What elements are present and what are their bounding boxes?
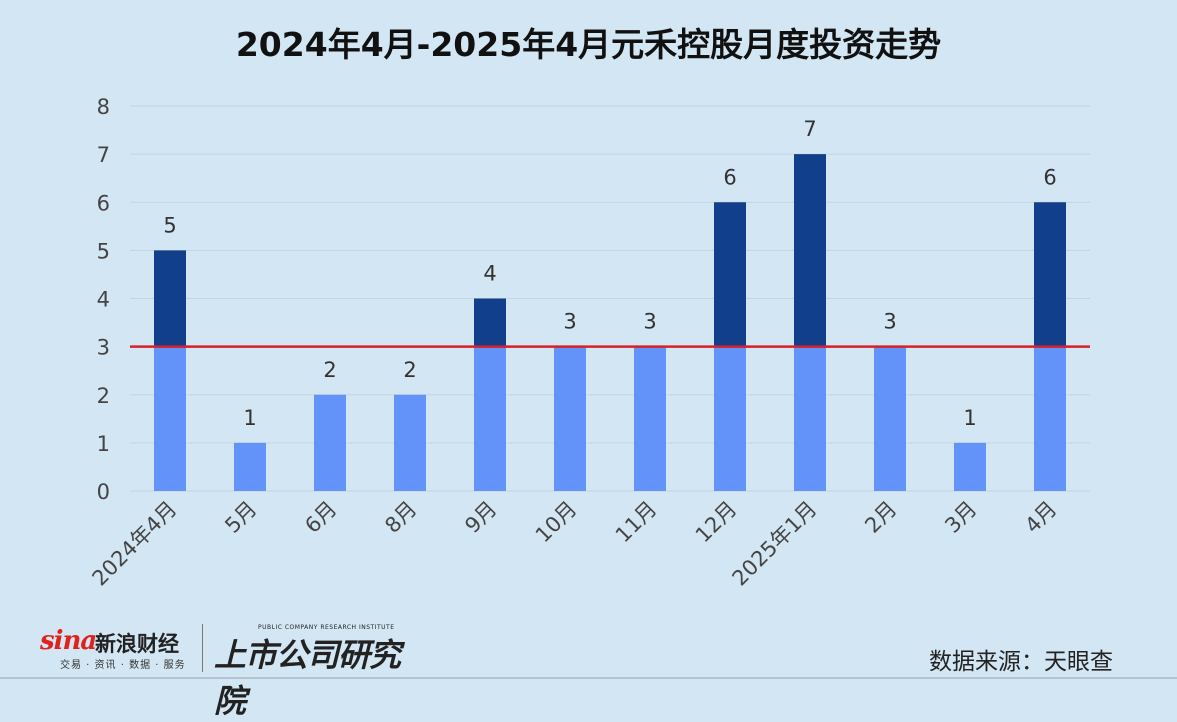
sina-finance-logo: sina 新浪财经 交易 · 资讯 · 数据 · 服务 bbox=[40, 622, 205, 672]
data-label: 4 bbox=[483, 262, 496, 286]
y-tick-label: 1 bbox=[97, 432, 110, 456]
x-tick-label: 6月 bbox=[300, 497, 341, 538]
bar bbox=[234, 442, 266, 491]
data-source: 数据来源：天眼查 bbox=[929, 649, 1113, 675]
bar bbox=[394, 394, 426, 491]
data-label: 2 bbox=[323, 358, 336, 382]
y-tick-label: 6 bbox=[97, 191, 110, 215]
footer-divider bbox=[0, 677, 1177, 679]
data-label: 5 bbox=[163, 213, 176, 237]
data-label: 3 bbox=[563, 310, 576, 334]
bar-above-reference bbox=[714, 202, 746, 347]
x-tick-label: 8月 bbox=[380, 497, 421, 538]
y-tick-label: 7 bbox=[97, 143, 110, 167]
sina-tagline: 交易 · 资讯 · 数据 · 服务 bbox=[60, 660, 186, 671]
bar bbox=[314, 394, 346, 491]
bar bbox=[714, 346, 746, 491]
data-label: 2 bbox=[403, 358, 416, 382]
x-tick-label: 2月 bbox=[860, 497, 901, 538]
bar-above-reference bbox=[1034, 202, 1066, 347]
institute-name: 上市公司研究院 bbox=[214, 636, 401, 720]
bar bbox=[1034, 346, 1066, 491]
bar-above-reference bbox=[154, 250, 186, 347]
y-tick-label: 0 bbox=[97, 480, 110, 504]
x-tick-label: 4月 bbox=[1020, 497, 1061, 538]
data-label: 3 bbox=[643, 310, 656, 334]
x-tick-label: 9月 bbox=[460, 497, 501, 538]
bar bbox=[794, 346, 826, 491]
bar-above-reference bbox=[794, 154, 826, 347]
y-tick-label: 2 bbox=[97, 384, 110, 408]
x-tick-label: 10月 bbox=[531, 497, 582, 548]
bar bbox=[154, 346, 186, 491]
x-tick-label: 5月 bbox=[220, 497, 261, 538]
x-tick-label: 12月 bbox=[691, 497, 742, 548]
institute-logo: PUBLIC COMPANY RESEARCH INSTITUTE 上市公司研究… bbox=[212, 622, 427, 720]
bar bbox=[874, 346, 906, 491]
data-label: 7 bbox=[803, 117, 816, 141]
data-label: 6 bbox=[1043, 165, 1056, 189]
data-label: 3 bbox=[883, 310, 896, 334]
y-tick-label: 3 bbox=[97, 336, 110, 360]
sina-wordmark: sina bbox=[40, 626, 97, 656]
data-label: 6 bbox=[723, 165, 736, 189]
bar bbox=[474, 346, 506, 491]
bar bbox=[954, 442, 986, 491]
bar-chart: 01234567852024年4月15月26月28月49月310月311月612… bbox=[88, 95, 1090, 591]
y-tick-label: 5 bbox=[97, 239, 110, 263]
y-tick-label: 8 bbox=[97, 95, 110, 119]
x-tick-label: 3月 bbox=[940, 497, 981, 538]
bar-above-reference bbox=[474, 298, 506, 347]
x-tick-label: 2024年4月 bbox=[88, 497, 182, 591]
chart-title: 2024年4月-2025年4月元禾控股月度投资走势 bbox=[235, 25, 942, 64]
y-tick-label: 4 bbox=[97, 288, 110, 312]
logo-divider bbox=[202, 624, 203, 672]
x-tick-label: 2025年1月 bbox=[728, 497, 822, 591]
institute-english-name: PUBLIC COMPANY RESEARCH INSTITUTE bbox=[258, 624, 395, 631]
sina-finance-name: 新浪财经 bbox=[95, 632, 179, 656]
data-label: 1 bbox=[963, 406, 976, 430]
x-tick-label: 11月 bbox=[611, 497, 662, 548]
data-label: 1 bbox=[243, 406, 256, 430]
bar bbox=[634, 346, 666, 491]
bar bbox=[554, 346, 586, 491]
